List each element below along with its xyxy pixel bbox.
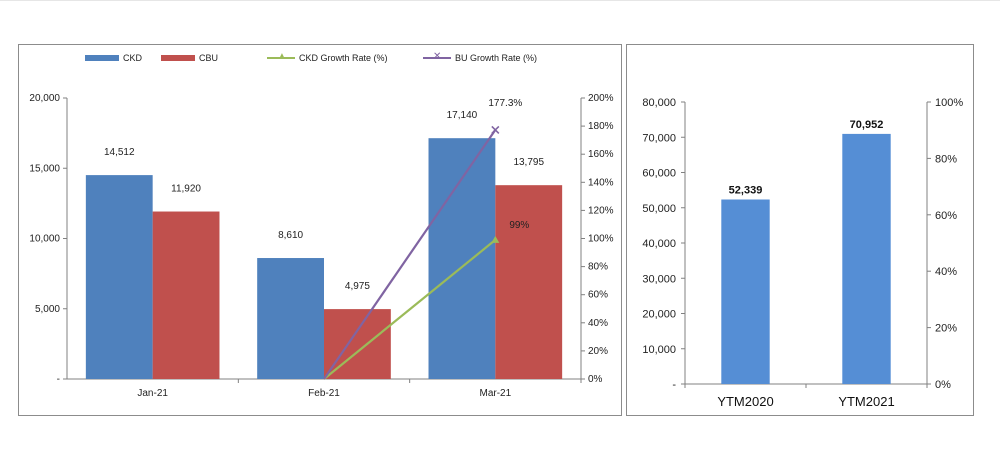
- y2-tick-label: 80%: [935, 153, 957, 165]
- y2-tick-label: 40%: [935, 266, 957, 278]
- line-ckd-growth: [323, 239, 497, 380]
- bar-value-label: 17,140: [447, 110, 478, 121]
- chart-legend: CKD CBU ▲ CKD Growth Rate (%) ✕ BU Growt…: [19, 51, 621, 73]
- legend-label-ckd: CKD: [123, 53, 143, 63]
- bar-value-label: 14,512: [104, 147, 135, 158]
- bar-cbu: [495, 185, 563, 379]
- x-marker-icon: ✕: [433, 51, 442, 62]
- bar-cbu: [152, 211, 220, 379]
- legend-swatch-ckd: [85, 55, 119, 61]
- y-tick-label: 70,000: [642, 132, 676, 144]
- x-category-label: YTM2021: [838, 394, 894, 409]
- bar-ckd: [85, 175, 153, 379]
- y-tick-label: 15,000: [29, 163, 60, 174]
- y-tick-label: 10,000: [29, 234, 60, 245]
- growth-value-label: 99%: [509, 220, 529, 231]
- line-bu-growth: [323, 129, 497, 380]
- legend-label-bu-growth: BU Growth Rate (%): [455, 53, 538, 63]
- monthly-chart-panel: CKD CBU ▲ CKD Growth Rate (%) ✕ BU Growt…: [18, 44, 622, 416]
- legend-swatch-bu-growth: ✕: [423, 51, 451, 63]
- y-tick-label: 10,000: [642, 344, 676, 356]
- bar-value-label: 52,339: [729, 185, 763, 197]
- y2-tick-label: 0%: [588, 374, 603, 385]
- y2-tick-label: 100%: [588, 234, 614, 245]
- legend-swatch-ckd-growth: ▲: [267, 51, 295, 63]
- y-tick-label: -: [672, 379, 676, 391]
- y2-tick-label: 20%: [935, 323, 957, 335]
- x-category-label: Jan-21: [137, 388, 168, 399]
- y-tick-label: 20,000: [642, 309, 676, 321]
- y-tick-label: 5,000: [35, 304, 60, 315]
- y-tick-label: 80,000: [642, 97, 676, 109]
- y2-tick-label: 20%: [588, 346, 608, 357]
- legend-label-ckd-growth: CKD Growth Rate (%): [299, 53, 388, 63]
- bar-ckd: [428, 138, 496, 379]
- bar-value-label: 13,795: [513, 157, 544, 168]
- y-tick-label: 60,000: [642, 168, 676, 180]
- legend-item-ckd: CKD: [85, 53, 142, 63]
- bar-value-label: 8,610: [278, 230, 303, 241]
- growth-value-label: 177.3%: [488, 98, 522, 109]
- y2-tick-label: 180%: [588, 121, 614, 132]
- y2-tick-label: 60%: [935, 210, 957, 222]
- y2-tick-label: 160%: [588, 149, 614, 160]
- y2-tick-label: 100%: [935, 97, 963, 109]
- y-tick-label: 40,000: [642, 238, 676, 250]
- legend-item-bu-growth: ✕ BU Growth Rate (%): [423, 51, 538, 63]
- bar-value-label: 70,952: [850, 119, 884, 131]
- y-tick-label: 20,000: [29, 93, 60, 104]
- top-divider: [0, 0, 1000, 1]
- bar-value-label: 4,975: [345, 281, 370, 292]
- y-tick-label: 30,000: [642, 273, 676, 285]
- legend-label-cbu: CBU: [199, 53, 219, 63]
- y-tick-label: -: [57, 374, 60, 385]
- bar-cbu: [324, 309, 391, 379]
- legend-item-ckd-growth: ▲ CKD Growth Rate (%): [267, 51, 388, 63]
- legend-item-cbu: CBU: [161, 53, 218, 63]
- y2-tick-label: 60%: [588, 290, 608, 301]
- bar-ytm: [842, 133, 891, 384]
- x-marker: [491, 125, 500, 134]
- triangle-marker-icon: ▲: [277, 51, 287, 62]
- bar-value-label: 11,920: [171, 184, 201, 195]
- bar-ytm: [721, 199, 770, 384]
- x-category-label: Mar-21: [479, 388, 511, 399]
- y2-tick-label: 0%: [935, 379, 951, 391]
- ytd-chart-panel: - 10,000 20,000 30,000 40,000 50,000 60,000 70,…: [626, 44, 974, 416]
- x-category-label: Feb-21: [308, 388, 340, 399]
- y2-tick-label: 80%: [588, 262, 608, 273]
- y2-tick-label: 140%: [588, 177, 614, 188]
- x-category-label: YTM2020: [717, 394, 773, 409]
- y2-tick-label: 120%: [588, 205, 614, 216]
- y-tick-label: 50,000: [642, 203, 676, 215]
- y2-tick-label: 200%: [588, 93, 614, 104]
- y2-tick-label: 40%: [588, 318, 608, 329]
- bar-ckd: [257, 258, 324, 379]
- legend-swatch-cbu: [161, 55, 195, 61]
- triangle-marker: [491, 235, 500, 243]
- ytd-chart-svg: - 10,000 20,000 30,000 40,000 50,000 60,000 70,…: [642, 97, 963, 409]
- monthly-chart-svg: - 5,000 10,000 15,000 20,000 0% 20% 40% 60% 80% 10…: [29, 93, 614, 399]
